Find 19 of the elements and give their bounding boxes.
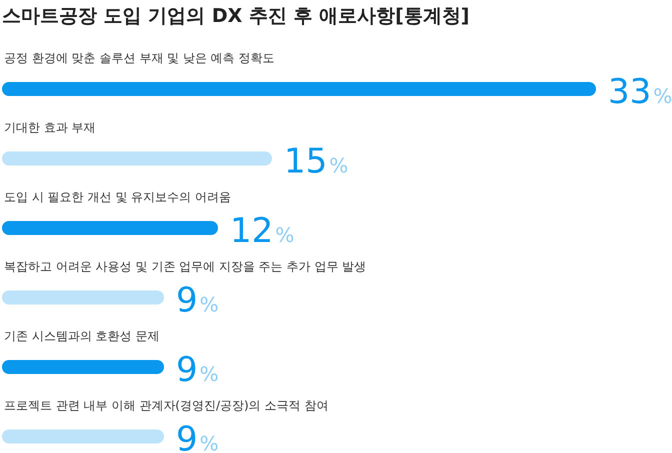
- data-label: 12%: [230, 211, 294, 251]
- bar: [2, 221, 218, 235]
- data-label: 9%: [176, 280, 219, 320]
- y-tick-label: 기대한 효과 부재: [4, 120, 96, 134]
- bar: [2, 152, 272, 166]
- y-tick-label: 프로젝트 관련 내부 이해 관계자(경영진/공장)의 소극적 참여: [4, 398, 328, 412]
- data-label: 9%: [176, 420, 219, 453]
- y-tick-label: 공정 환경에 맞춘 솔루션 부재 및 낮은 예측 정확도: [4, 51, 275, 65]
- bar: [2, 430, 164, 444]
- data-label: 33%: [608, 72, 672, 112]
- y-tick-label: 기존 시스템과의 호환성 문제: [4, 329, 160, 343]
- y-tick-label: 복잡하고 어려운 사용성 및 기존 업무에 지장을 주는 추가 업무 발생: [4, 260, 366, 274]
- y-tick-label: 도입 시 필요한 개선 및 유지보수의 어려움: [4, 190, 231, 204]
- bar: [2, 290, 164, 304]
- bar: [2, 82, 596, 96]
- data-label: 15%: [284, 142, 348, 182]
- data-label: 9%: [176, 350, 219, 390]
- bar: [2, 360, 164, 374]
- chart-title: 스마트공장 도입 기업의 DX 추진 후 애로사항[통계청]: [2, 5, 470, 27]
